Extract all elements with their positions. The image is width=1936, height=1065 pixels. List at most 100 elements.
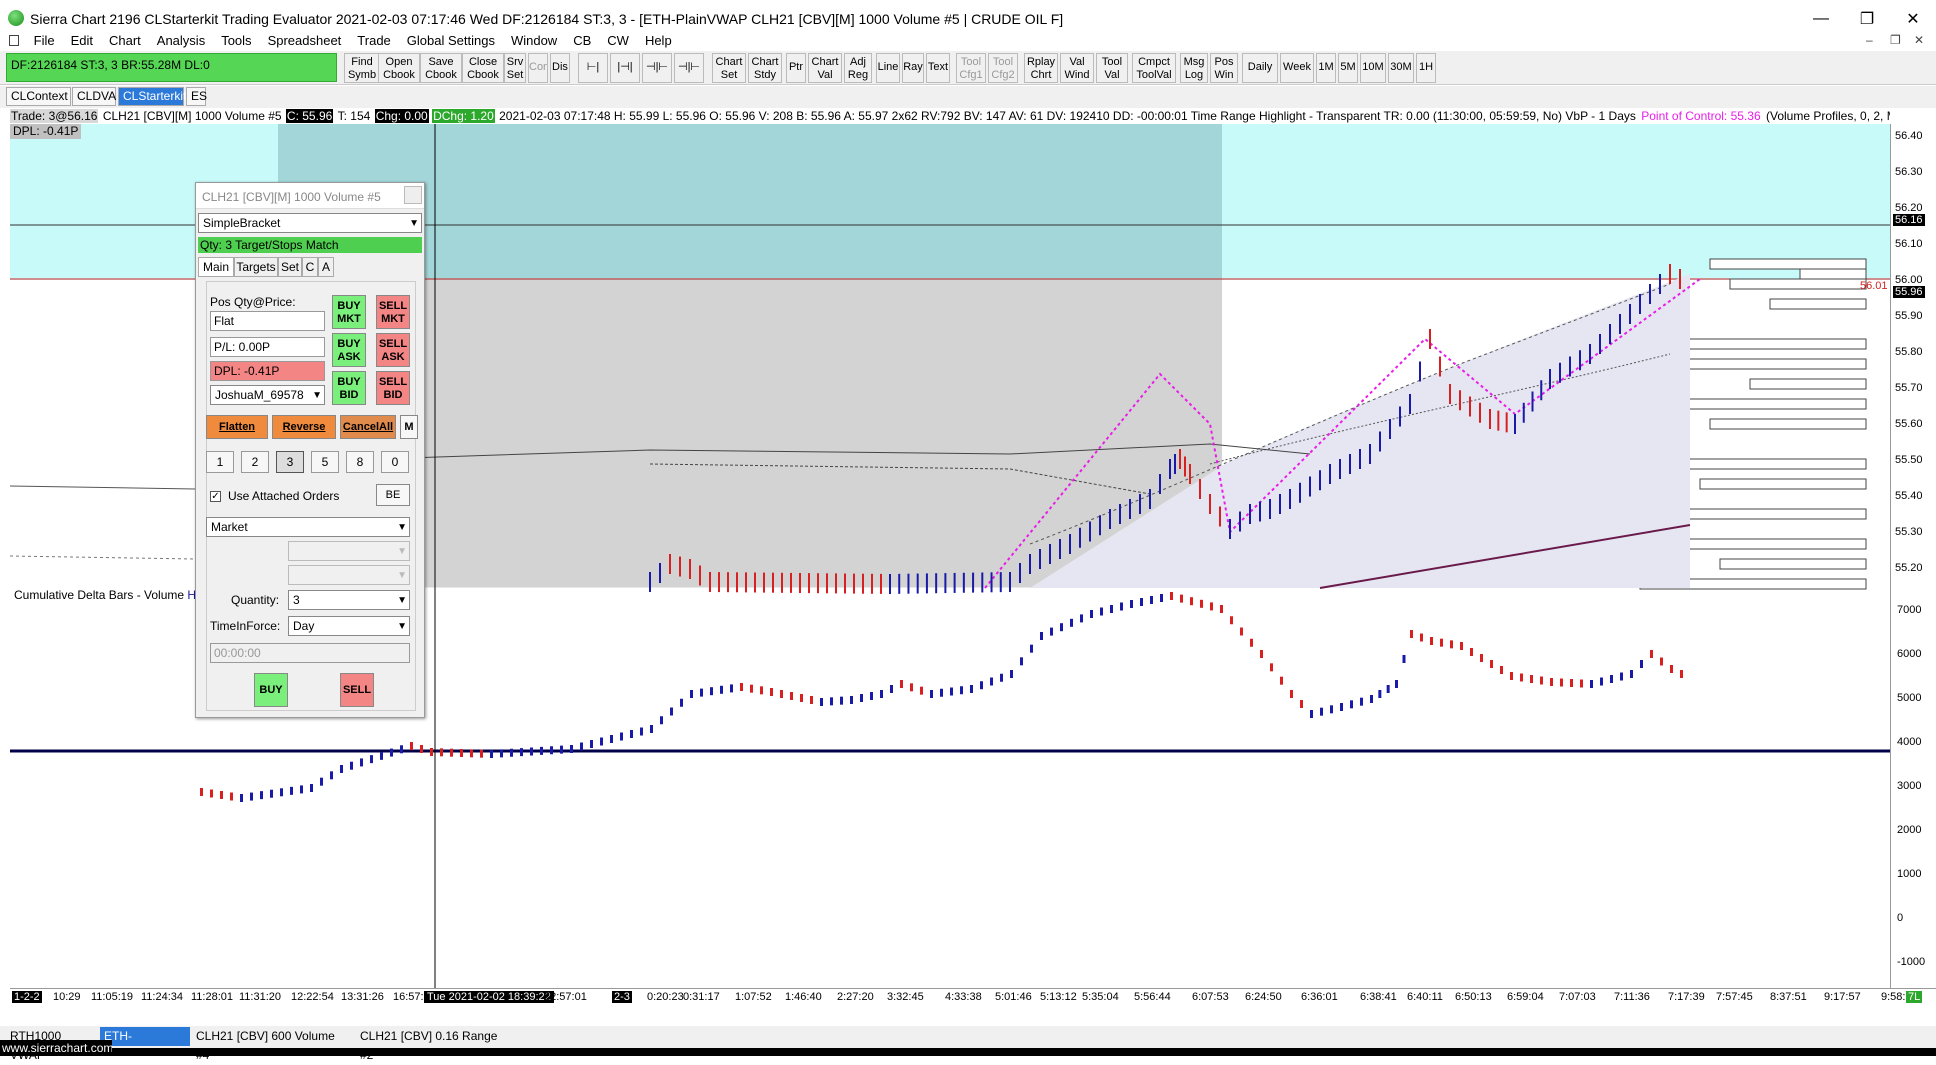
account-select[interactable]: JoshuaM_69578 ▼: [210, 385, 325, 405]
toolbar-button-32[interactable]: 30M: [1388, 53, 1414, 83]
qty-button-8[interactable]: 8: [346, 451, 374, 473]
menu-cb[interactable]: CB: [573, 33, 592, 48]
close-button[interactable]: ✕: [1906, 11, 1920, 28]
buy-button[interactable]: BUY: [254, 673, 288, 707]
toolbar-button-24[interactable]: Cmpct ToolVal: [1132, 53, 1176, 83]
chartbook-tab-clstarterkit[interactable]: CLStarterkit: [118, 87, 186, 106]
toolbar-button-23[interactable]: Tool Val: [1096, 53, 1128, 83]
toolbar-button-11[interactable]: Chart Set: [712, 53, 746, 83]
sell-ask-button[interactable]: SELL ASK: [376, 333, 410, 367]
trade-window[interactable]: CLH21 [CBV][M] 1000 Volume #5 SimpleBrac…: [195, 182, 425, 718]
strategy-select[interactable]: SimpleBracket ▼: [198, 213, 422, 233]
buy-bid-button[interactable]: BUY BID: [332, 371, 366, 405]
chartbook-tab-clcontext[interactable]: CLContext: [6, 87, 71, 106]
toolbar-button-18[interactable]: Text: [926, 53, 950, 83]
toolbar-button-22[interactable]: Val Wind: [1060, 53, 1094, 83]
toolbar-button-16[interactable]: Line: [876, 53, 900, 83]
toolbar-button-8[interactable]: |⊣|: [610, 53, 640, 83]
trade-window-close-button[interactable]: [404, 186, 422, 204]
toolbar-button-1[interactable]: Open Cbook: [378, 53, 420, 83]
toolbar-button-9[interactable]: ⊣|⊢: [642, 53, 672, 83]
qty-button-3[interactable]: 3: [276, 451, 304, 473]
breakeven-button[interactable]: BE: [376, 484, 410, 506]
mdi-close-button[interactable]: ✕: [1914, 33, 1925, 47]
change-value: Chg: 0.00: [374, 109, 429, 123]
toolbar-button-31[interactable]: 10M: [1360, 53, 1386, 83]
sell-bid-button[interactable]: SELL BID: [376, 371, 410, 405]
delta-axis[interactable]: 7000 6000 5000 4000 3000 2000 1000 0 -1000: [1890, 588, 1936, 988]
toolbar-button-26[interactable]: Pos Win: [1210, 53, 1238, 83]
qty-button-0[interactable]: 0: [381, 451, 409, 473]
sell-market-button[interactable]: SELL MKT: [376, 295, 410, 329]
toolbar-button-30[interactable]: 5M: [1338, 53, 1358, 83]
chart-tab-1[interactable]: ETH-PlainVWAP: [100, 1027, 190, 1062]
quantity-field[interactable]: 3 ▼: [288, 590, 410, 610]
toolbar-button-21[interactable]: Rplay Chrt: [1024, 53, 1058, 83]
buy-ask-button[interactable]: BUY ASK: [332, 333, 366, 367]
menu-analysis[interactable]: Analysis: [156, 33, 206, 48]
mdi-minimize-button[interactable]: –: [1866, 33, 1873, 47]
time-in-force-select[interactable]: Day ▼: [288, 616, 410, 636]
toolbar-button-10[interactable]: ⊣|⊢: [674, 53, 704, 83]
menu-trade[interactable]: Trade: [357, 33, 391, 48]
restore-button[interactable]: ❐: [1859, 11, 1875, 28]
toolbar-button-28[interactable]: Week: [1280, 53, 1314, 83]
delta-bar: [810, 696, 813, 704]
menu-cw[interactable]: CW: [607, 33, 629, 48]
toolbar-button-29[interactable]: 1M: [1316, 53, 1336, 83]
document-icon[interactable]: [0, 31, 22, 50]
mdi-restore-button[interactable]: ❐: [1890, 33, 1901, 47]
toolbar-button-15[interactable]: Adj Reg: [844, 53, 872, 83]
menu-file[interactable]: File: [33, 33, 55, 48]
toolbar-button-17[interactable]: Ray: [902, 53, 924, 83]
delta-label: 4000: [1897, 736, 1922, 748]
order-type-select[interactable]: Market ▼: [206, 517, 410, 537]
toolbar-button-7[interactable]: ⊢|: [578, 53, 608, 83]
reverse-button[interactable]: Reverse: [272, 415, 336, 439]
menu-tools[interactable]: Tools: [221, 33, 252, 48]
flatten-button[interactable]: Flatten: [206, 415, 268, 439]
m-button[interactable]: M: [400, 415, 418, 439]
toolbar-button-6[interactable]: Dis: [550, 53, 570, 83]
trade-tab-targets[interactable]: Targets: [234, 257, 278, 277]
buy-market-button[interactable]: BUY MKT: [332, 295, 366, 329]
time-axis[interactable]: 1-2-2 10:29 11:05:19 11:24:34 11:28:01 11:31:…: [10, 988, 1936, 1006]
qty-button-5[interactable]: 5: [311, 451, 339, 473]
toolbar-button-25[interactable]: Msg Log: [1180, 53, 1208, 83]
chartbook-tab-cldva[interactable]: CLDVA: [72, 87, 116, 106]
price-axis[interactable]: 56.40 56.30 56.20 56.16 56.10 56.00 55.96 55.90…: [1890, 124, 1936, 588]
toolbar-button-3[interactable]: Close Cbook: [462, 53, 504, 83]
menu-edit[interactable]: Edit: [70, 33, 93, 48]
toolbar-button-20[interactable]: Tool Cfg2: [988, 53, 1018, 83]
toolbar-button-4[interactable]: Srv Set: [504, 53, 526, 83]
toolbar-button-14[interactable]: Chart Val: [808, 53, 842, 83]
chartbook-tab-es[interactable]: ES: [186, 87, 207, 106]
use-attached-orders-checkbox[interactable]: ✓: [210, 491, 221, 502]
toolbar-button-12[interactable]: Chart Stdy: [748, 53, 782, 83]
chevron-down-icon: ▼: [397, 621, 407, 632]
toolbar-button-5[interactable]: Con: [528, 53, 548, 83]
minimize-button[interactable]: —: [1813, 10, 1829, 27]
menu-global-settings[interactable]: Global Settings: [406, 33, 495, 48]
sell-button[interactable]: SELL: [340, 673, 374, 707]
chart-tab-2[interactable]: CLH21 [CBV] 600 Volume #4: [192, 1027, 352, 1062]
toolbar-button-0[interactable]: Find Symb: [344, 53, 380, 83]
trade-tab-main[interactable]: Main: [198, 257, 234, 277]
cancel-all-button[interactable]: CancelAll: [340, 415, 396, 439]
toolbar-button-27[interactable]: Daily: [1242, 53, 1278, 83]
chart-tab-3[interactable]: CLH21 [CBV] 0.16 Range #2: [356, 1027, 512, 1062]
toolbar-button-13[interactable]: Ptr: [786, 53, 806, 83]
menu-spreadsheet[interactable]: Spreadsheet: [267, 33, 342, 48]
toolbar-button-33[interactable]: 1H: [1416, 53, 1436, 83]
qty-button-2[interactable]: 2: [241, 451, 269, 473]
toolbar-button-19[interactable]: Tool Cfg1: [956, 53, 986, 83]
menu-window[interactable]: Window: [510, 33, 558, 48]
trade-tab-a[interactable]: A: [318, 257, 334, 277]
menu-help[interactable]: Help: [644, 33, 672, 48]
trade-tab-c[interactable]: C: [302, 257, 318, 277]
menu-chart[interactable]: Chart: [108, 33, 141, 48]
qty-button-1[interactable]: 1: [206, 451, 234, 473]
toolbar-button-2[interactable]: Save Cbook: [420, 53, 462, 83]
trade-tab-set[interactable]: Set: [278, 257, 302, 277]
account-status-bar[interactable]: DF:2126184 ST:3, 3 BR:55.28M DL:0: [6, 53, 337, 82]
